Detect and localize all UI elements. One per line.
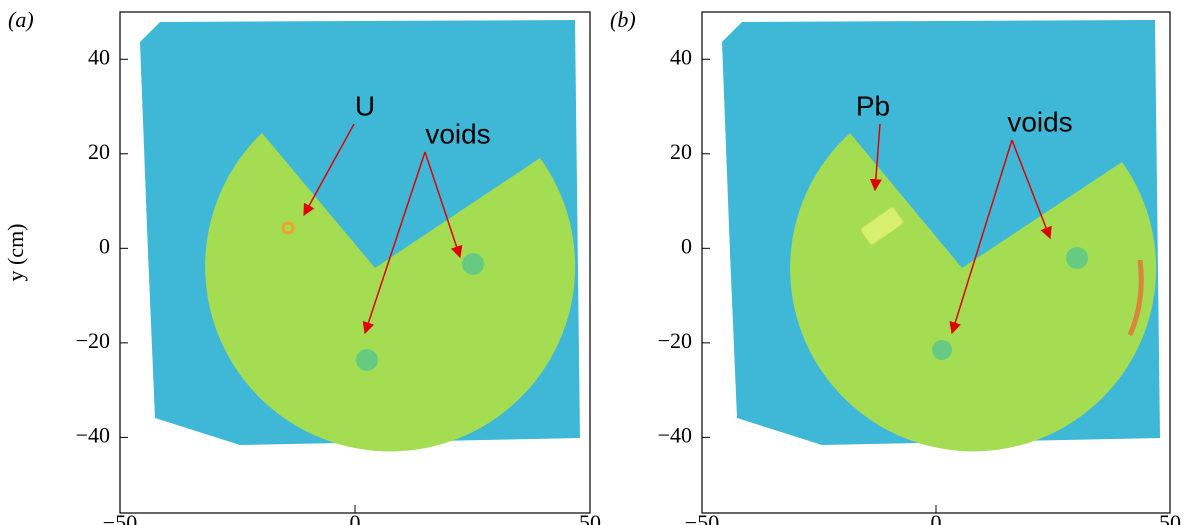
annotation-arrow (362, 151, 426, 335)
void (1066, 247, 1088, 269)
x-tick-label: −50 (685, 510, 719, 525)
y-tick-label: 0 (681, 233, 692, 258)
x-tick-label: 0 (350, 510, 361, 525)
y-tick-label: −20 (658, 328, 692, 353)
annotation: Pb (856, 90, 890, 121)
annotation: voids (1007, 106, 1072, 137)
y-tick-label: 20 (88, 139, 110, 164)
y-tick-label: −40 (658, 422, 692, 447)
x-tick-label: −50 (103, 510, 137, 525)
edge-red (1127, 259, 1144, 336)
y-tick-label: 20 (670, 139, 692, 164)
void (462, 253, 484, 275)
image (702, 12, 1170, 513)
u-sample (281, 221, 295, 235)
annotation: U (355, 90, 375, 121)
y-tick-label: −40 (76, 422, 110, 447)
y-tick-label: 0 (99, 233, 110, 258)
void (356, 349, 378, 371)
annotation: voids (425, 118, 490, 149)
y-axis-label: y (cm) (3, 223, 28, 281)
pb-sample (860, 207, 904, 245)
void (932, 340, 952, 360)
x-tick-label: 0 (931, 510, 942, 525)
y-tick-label: 40 (670, 44, 692, 69)
panel-label: (b) (610, 7, 636, 32)
panel-label: (a) (8, 7, 34, 32)
object-body (790, 133, 1157, 452)
y-tick-label: 40 (88, 44, 110, 69)
x-tick-label: 50 (1159, 510, 1181, 525)
y-tick-label: −20 (76, 328, 110, 353)
object-body (205, 133, 576, 452)
image (120, 12, 590, 513)
x-tick-label: 50 (579, 510, 601, 525)
annotation-arrow (1011, 139, 1052, 240)
annotation-arrow (303, 123, 355, 217)
annotation-arrow (869, 123, 882, 192)
annotation-arrow (949, 139, 1013, 335)
annotation-arrow (424, 151, 463, 259)
